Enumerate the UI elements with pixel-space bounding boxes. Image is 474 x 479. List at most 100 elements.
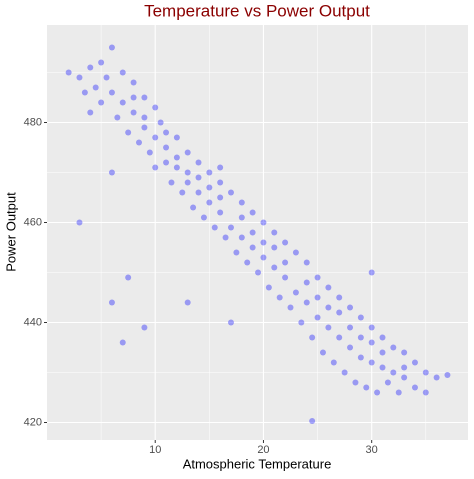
point (217, 179, 224, 186)
point (163, 159, 170, 166)
point (303, 279, 310, 286)
point (125, 274, 132, 281)
point (163, 129, 170, 136)
point (347, 324, 354, 331)
point (390, 369, 397, 376)
point (265, 284, 272, 291)
point (319, 349, 326, 356)
point (336, 294, 343, 301)
y-tick-label: 460 (24, 216, 42, 228)
point (255, 269, 262, 276)
y-tick-label: 480 (24, 116, 42, 128)
point (347, 304, 354, 311)
x-tick-label: 30 (366, 444, 378, 456)
point (130, 79, 137, 86)
point (114, 114, 121, 121)
point (195, 174, 202, 181)
point (368, 359, 375, 366)
point (65, 69, 72, 76)
point (206, 184, 213, 191)
y-axis-label: Power Output (3, 192, 18, 272)
point (249, 209, 256, 216)
point (422, 369, 429, 376)
y-tick-label: 440 (24, 316, 42, 328)
point (222, 234, 229, 241)
point (314, 314, 321, 321)
point (184, 179, 191, 186)
point (325, 284, 332, 291)
point (314, 294, 321, 301)
point (357, 354, 364, 361)
point (195, 159, 202, 166)
point (130, 109, 137, 116)
point (98, 59, 105, 66)
point (238, 214, 245, 221)
point (401, 374, 408, 381)
point (103, 74, 110, 81)
point (249, 244, 256, 251)
point (422, 389, 429, 396)
point (141, 94, 148, 101)
point (357, 314, 364, 321)
point (173, 164, 180, 171)
point (98, 99, 105, 106)
point (379, 349, 386, 356)
point (168, 179, 175, 186)
point (260, 219, 267, 226)
point (363, 384, 370, 391)
point (282, 274, 289, 281)
point (309, 418, 316, 424)
point (227, 319, 234, 326)
point (195, 189, 202, 196)
point (157, 119, 164, 126)
point (384, 379, 391, 386)
point (92, 84, 99, 91)
point (271, 264, 278, 271)
chart-title: Temperature vs Power Output (144, 1, 370, 20)
point (217, 209, 224, 216)
point (303, 299, 310, 306)
point (395, 389, 402, 396)
point (347, 344, 354, 351)
point (249, 229, 256, 236)
point (76, 74, 83, 81)
x-tick-label: 20 (257, 444, 269, 456)
point (325, 324, 332, 331)
point (130, 94, 137, 101)
panel (47, 25, 468, 440)
point (368, 324, 375, 331)
point (379, 334, 386, 341)
y-tick-label: 420 (24, 416, 42, 428)
point (227, 189, 234, 196)
point (309, 334, 316, 341)
point (141, 124, 148, 131)
point (352, 379, 359, 386)
point (411, 384, 418, 391)
point (119, 339, 126, 346)
point (87, 109, 94, 116)
point (141, 324, 148, 331)
point (282, 239, 289, 246)
point (152, 104, 159, 111)
point (108, 299, 115, 306)
point (206, 199, 213, 206)
point (173, 154, 180, 161)
point (271, 229, 278, 236)
x-tick-label: 10 (149, 444, 161, 456)
point (336, 334, 343, 341)
point (200, 214, 207, 221)
point (303, 259, 310, 266)
point (141, 114, 148, 121)
point (119, 69, 126, 76)
point (152, 164, 159, 171)
point (244, 259, 251, 266)
point (238, 199, 245, 206)
point (233, 249, 240, 256)
point (125, 129, 132, 136)
point (206, 169, 213, 176)
point (108, 89, 115, 96)
point (292, 249, 299, 256)
point (336, 309, 343, 316)
point (298, 319, 305, 326)
point (287, 304, 294, 311)
